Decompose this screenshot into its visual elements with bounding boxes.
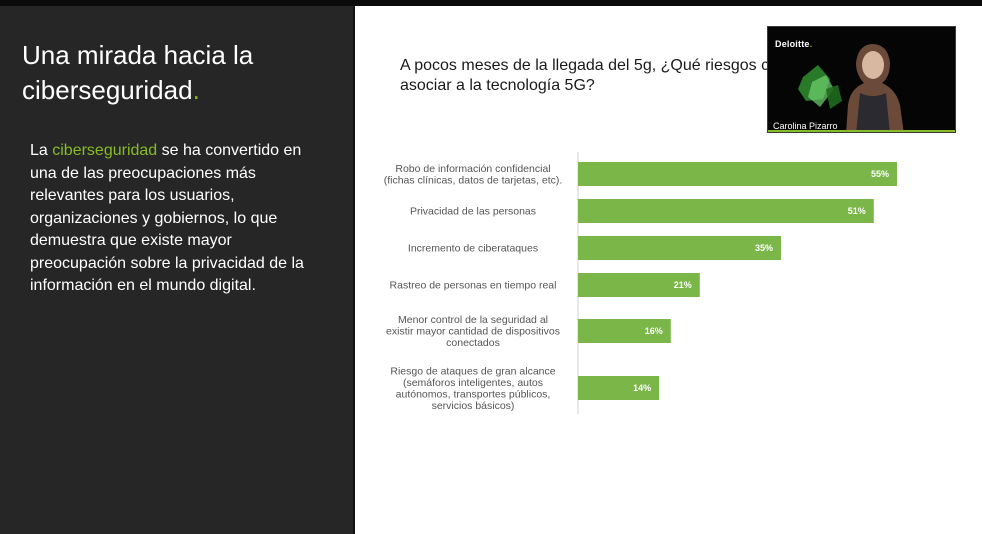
slide-left-panel: Una mirada hacia la ciberseguridad. La c… — [0, 6, 353, 534]
bar — [578, 236, 781, 260]
category-label: Rastreo de personas en tiempo real — [390, 280, 557, 292]
bar-value-label: 51% — [848, 206, 866, 216]
category-label-line: Menor control de la seguridad al — [398, 314, 548, 326]
bar-value-label: 55% — [871, 169, 889, 179]
body-lead: La — [30, 142, 53, 159]
category-label-line: Riesgo de ataques de gran alcance — [390, 365, 555, 377]
category-label-line: servicios básicos) — [432, 400, 515, 412]
bar — [578, 273, 700, 297]
bar-value-label: 35% — [755, 243, 773, 253]
slide-title-dot: . — [192, 75, 200, 105]
bar — [578, 376, 660, 400]
category-label-line: Robo de información confidencial — [395, 163, 550, 175]
chart-question: A pocos meses de la llegada del 5g, ¿Qué… — [400, 57, 770, 94]
body-rest: se ha convertido en una de las preocupac… — [30, 142, 304, 294]
slide-title-text: Una mirada hacia la ciberseguridad — [22, 40, 254, 105]
slide-title: Una mirada hacia la ciberseguridad. — [22, 38, 332, 108]
slide-body-text: La ciberseguridad se ha convertido en un… — [30, 140, 330, 298]
category-label: Menor control de la seguridad al existir … — [386, 314, 560, 349]
slide-right-panel: A pocos meses de la llegada del 5g, ¿Qué… — [355, 6, 982, 534]
bar — [578, 319, 671, 343]
category-label-line: existir mayor cantidad de dispositivos — [386, 326, 560, 338]
category-label-line: (semáforos inteligentes, autos — [403, 377, 543, 389]
category-label: Riesgo de ataques de gran alcance (semáfo… — [390, 365, 555, 412]
video-thumbnail[interactable]: Deloitte. Carolina Pizarro — [767, 26, 956, 133]
panel-divider — [353, 6, 355, 534]
bar-value-label: 21% — [674, 280, 692, 290]
category-label-line: Incremento de ciberataques — [408, 243, 538, 255]
bar-value-label: 16% — [645, 326, 663, 336]
top-bar — [0, 0, 982, 6]
deloitte-logo: Deloitte. — [775, 39, 813, 49]
active-speaker-indicator — [768, 130, 955, 132]
body-highlight: ciberseguridad — [52, 142, 158, 159]
participant-name: Carolina Pizarro — [773, 121, 838, 131]
bar — [578, 162, 897, 186]
webcam-image — [768, 27, 955, 132]
category-label-line: autónomos, transportes públicos, — [396, 388, 551, 400]
category-label-line: conectados — [446, 337, 500, 349]
category-label-line: Rastreo de personas en tiempo real — [390, 280, 557, 292]
bar-value-label: 14% — [633, 383, 651, 393]
category-label: Incremento de ciberataques — [408, 243, 538, 255]
category-label-line: Privacidad de las personas — [410, 206, 536, 218]
bar — [578, 199, 874, 223]
category-label: Privacidad de las personas — [410, 206, 536, 218]
bar-chart: 55% Robo de información confidencial (fich… — [384, 152, 897, 414]
category-label-line: (fichas clínicas, datos de tarjetas, etc… — [384, 174, 563, 186]
category-label: Robo de información confidencial (fichas … — [384, 163, 563, 187]
